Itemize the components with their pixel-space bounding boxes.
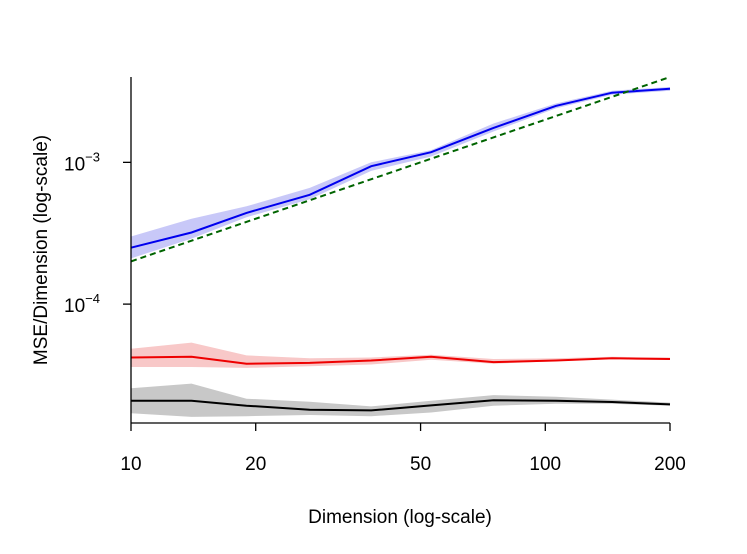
y-tick-label: 10−3 — [64, 149, 100, 175]
x-tick-label: 200 — [654, 454, 686, 475]
x-tick-label: 100 — [529, 454, 561, 475]
x-tick-label: 50 — [410, 454, 431, 475]
series-line-red — [130, 355, 671, 365]
bands-layer — [131, 87, 670, 417]
series-line-blue — [130, 87, 671, 249]
x-axis-label: Dimension (log-scale) — [308, 507, 492, 528]
x-tick-label: 20 — [245, 454, 266, 475]
y-ticks: 10−3 10−4 — [64, 149, 131, 317]
lines-layer — [130, 76, 671, 412]
series-line-black — [131, 399, 671, 412]
y-axis-label: MSE/Dimension (log-scale) — [31, 135, 52, 365]
x-tick-label: 10 — [120, 454, 141, 475]
series-line-reference — [130, 76, 671, 263]
y-tick-label: 10−4 — [64, 291, 100, 317]
confidence-band-red — [131, 342, 670, 368]
confidence-band-black — [131, 383, 670, 417]
x-ticks: 10 20 50 100 200 — [120, 423, 686, 475]
